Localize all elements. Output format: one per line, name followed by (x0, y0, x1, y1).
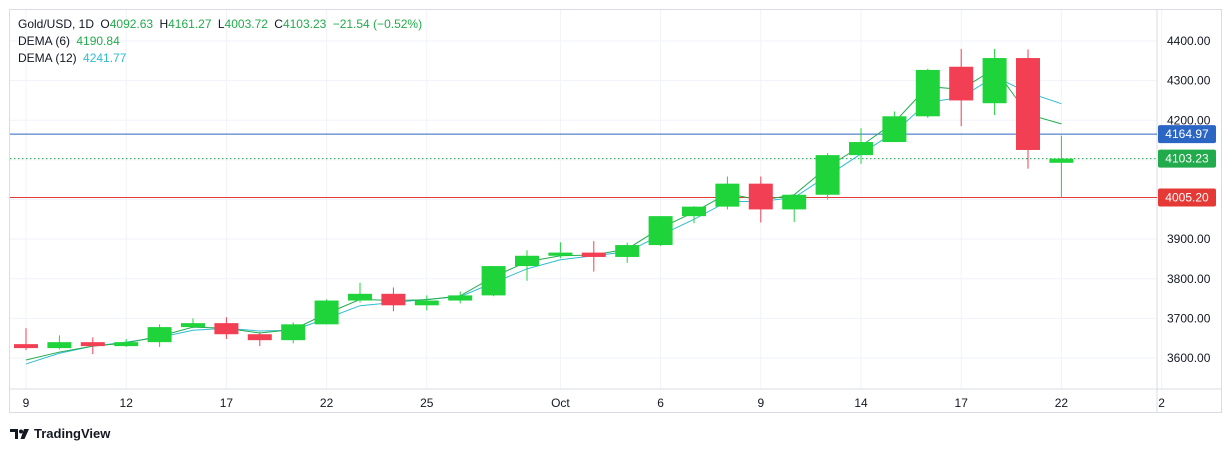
candle-body (815, 155, 840, 195)
candle-body (414, 300, 439, 306)
candle-body (247, 334, 272, 341)
x-tick-label: 14 (854, 396, 868, 410)
price-badge-label: 4103.23 (1165, 152, 1209, 166)
candle-body (782, 194, 807, 210)
chart-frame[interactable] (9, 9, 1222, 413)
candle-body (581, 252, 606, 257)
price-badge (1158, 188, 1216, 207)
x-tick-label: 6 (657, 396, 664, 410)
y-tick-label: 4400.00 (1167, 34, 1211, 48)
candle-body (1049, 158, 1074, 163)
price-badge (1158, 149, 1216, 168)
price-badge-label: 4164.97 (1165, 127, 1209, 141)
x-tick-label: 22 (320, 396, 334, 410)
candle-body (915, 69, 940, 117)
x-tick-label: 17 (220, 396, 234, 410)
open-label: O (100, 17, 110, 31)
x-tick-label: 12 (120, 396, 134, 410)
candle-body (47, 342, 72, 349)
candle-body (949, 66, 974, 101)
close-value: 4103.23 (282, 17, 327, 31)
price-badge (1158, 125, 1216, 144)
candle-body (214, 323, 239, 335)
x-tick-label: 25 (420, 396, 434, 410)
candle-body (1016, 58, 1040, 150)
candle-body (181, 323, 205, 328)
y-tick-label: 4200.00 (1167, 113, 1211, 127)
candle-body (281, 324, 306, 341)
high-value: 4161.27 (168, 17, 212, 31)
y-tick-label: 3800.00 (1167, 272, 1211, 286)
high-label: H (159, 17, 169, 31)
candle-body (982, 58, 1007, 104)
y-tick-label: 3700.00 (1167, 311, 1211, 325)
x-tick-label: 22 (1055, 396, 1069, 410)
candle-body (748, 183, 773, 210)
low-value: 4003.72 (224, 17, 268, 31)
candle-body (682, 206, 706, 217)
x-tick-label: 2 (1158, 396, 1165, 410)
dema12-legend[interactable]: DEMA (12) 4241.77 (18, 51, 129, 65)
dema6-label: DEMA (6) (18, 34, 71, 48)
candle-body (615, 245, 640, 257)
dema6-legend[interactable]: DEMA (6) 4190.84 (18, 34, 123, 48)
close-label: C (274, 17, 283, 31)
dema6-value: 4190.84 (76, 34, 120, 48)
candle-body (14, 344, 38, 349)
candle-body (80, 342, 105, 347)
candle-body (882, 116, 907, 143)
candle-body (381, 293, 406, 306)
y-tick-label: 3600.00 (1167, 351, 1211, 365)
tradingview-logo-icon (10, 428, 29, 439)
open-value: 4092.63 (109, 17, 154, 31)
candle-body (648, 216, 673, 246)
dema12-value: 4241.77 (83, 51, 127, 65)
candle-body (114, 342, 139, 347)
y-tick-label: 4300.00 (1167, 74, 1211, 88)
candle-body (849, 142, 873, 156)
ohlc-legend: Gold/USD, 1D O4092.63 H4161.27 L4003.72 … (18, 17, 425, 31)
change-value: −21.54 (−0.52%) (332, 17, 423, 31)
dema6-line (25, 68, 1062, 361)
dema12-label: DEMA (12) (18, 51, 77, 65)
y-tick-label: 3900.00 (1167, 232, 1211, 246)
candle-body (715, 183, 740, 207)
candle-body (314, 300, 339, 325)
x-tick-label: 17 (955, 396, 969, 410)
brand-name: TradingView (34, 426, 111, 441)
x-tick-label: 9 (23, 396, 30, 410)
candle-body (515, 255, 539, 267)
x-tick-label: 9 (757, 396, 764, 410)
candle-body (147, 327, 172, 343)
tradingview-footer[interactable]: TradingView (10, 426, 110, 441)
x-tick-label: Oct (551, 396, 570, 410)
price-badge-label: 4005.20 (1165, 190, 1209, 204)
candle-body (448, 295, 473, 301)
candle-body (481, 266, 506, 296)
candle-body (548, 252, 573, 256)
candle-body (348, 293, 372, 301)
low-label: L (217, 17, 225, 31)
symbol-label: Gold/USD, 1D (18, 17, 95, 31)
